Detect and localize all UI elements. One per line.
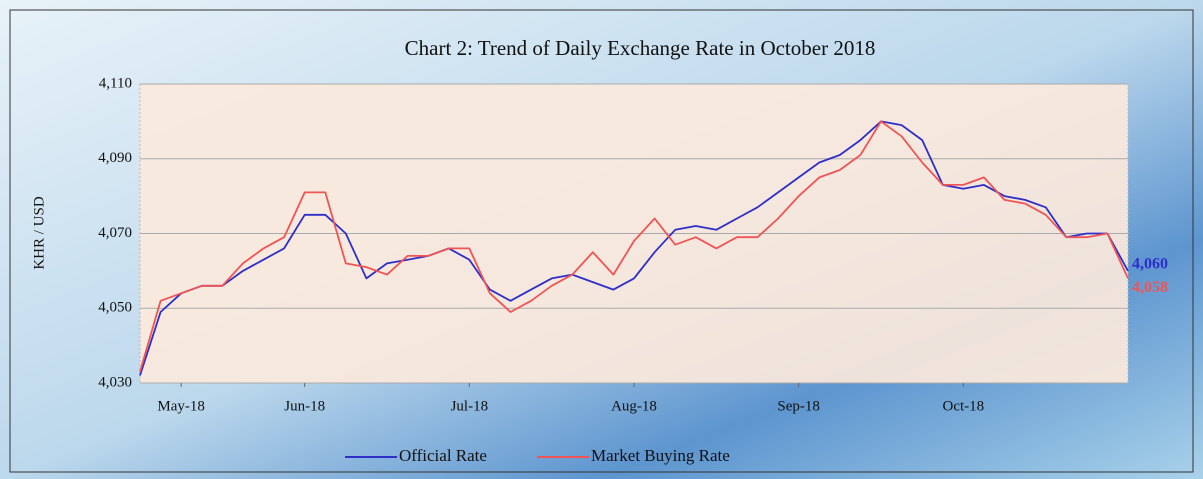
y-tick-label: 4,030 [98, 374, 132, 390]
x-tick-label: Jul-18 [451, 398, 489, 414]
x-tick-label: Sep-18 [777, 398, 820, 414]
legend-label: Market Buying Rate [591, 446, 730, 465]
x-tick-label: Jun-18 [284, 398, 325, 414]
y-tick-label: 4,110 [99, 75, 132, 91]
y-tick-label: 4,090 [98, 150, 132, 166]
chart-title: Chart 2: Trend of Daily Exchange Rate in… [405, 36, 876, 60]
data-label: 4,058 [1132, 279, 1168, 296]
y-axis-label: KHR / USD [31, 196, 47, 270]
x-tick-label: May-18 [157, 398, 205, 414]
y-tick-label: 4,050 [98, 300, 132, 316]
page: Chart 2: Trend of Daily Exchange Rate in… [0, 0, 1203, 479]
chart: Chart 2: Trend of Daily Exchange Rate in… [0, 0, 1203, 479]
legend-label: Official Rate [399, 446, 487, 465]
x-tick-label: Aug-18 [611, 398, 657, 414]
data-label: 4,060 [1132, 256, 1168, 273]
x-tick-label: Oct-18 [943, 398, 985, 414]
y-tick-label: 4,070 [98, 225, 132, 241]
